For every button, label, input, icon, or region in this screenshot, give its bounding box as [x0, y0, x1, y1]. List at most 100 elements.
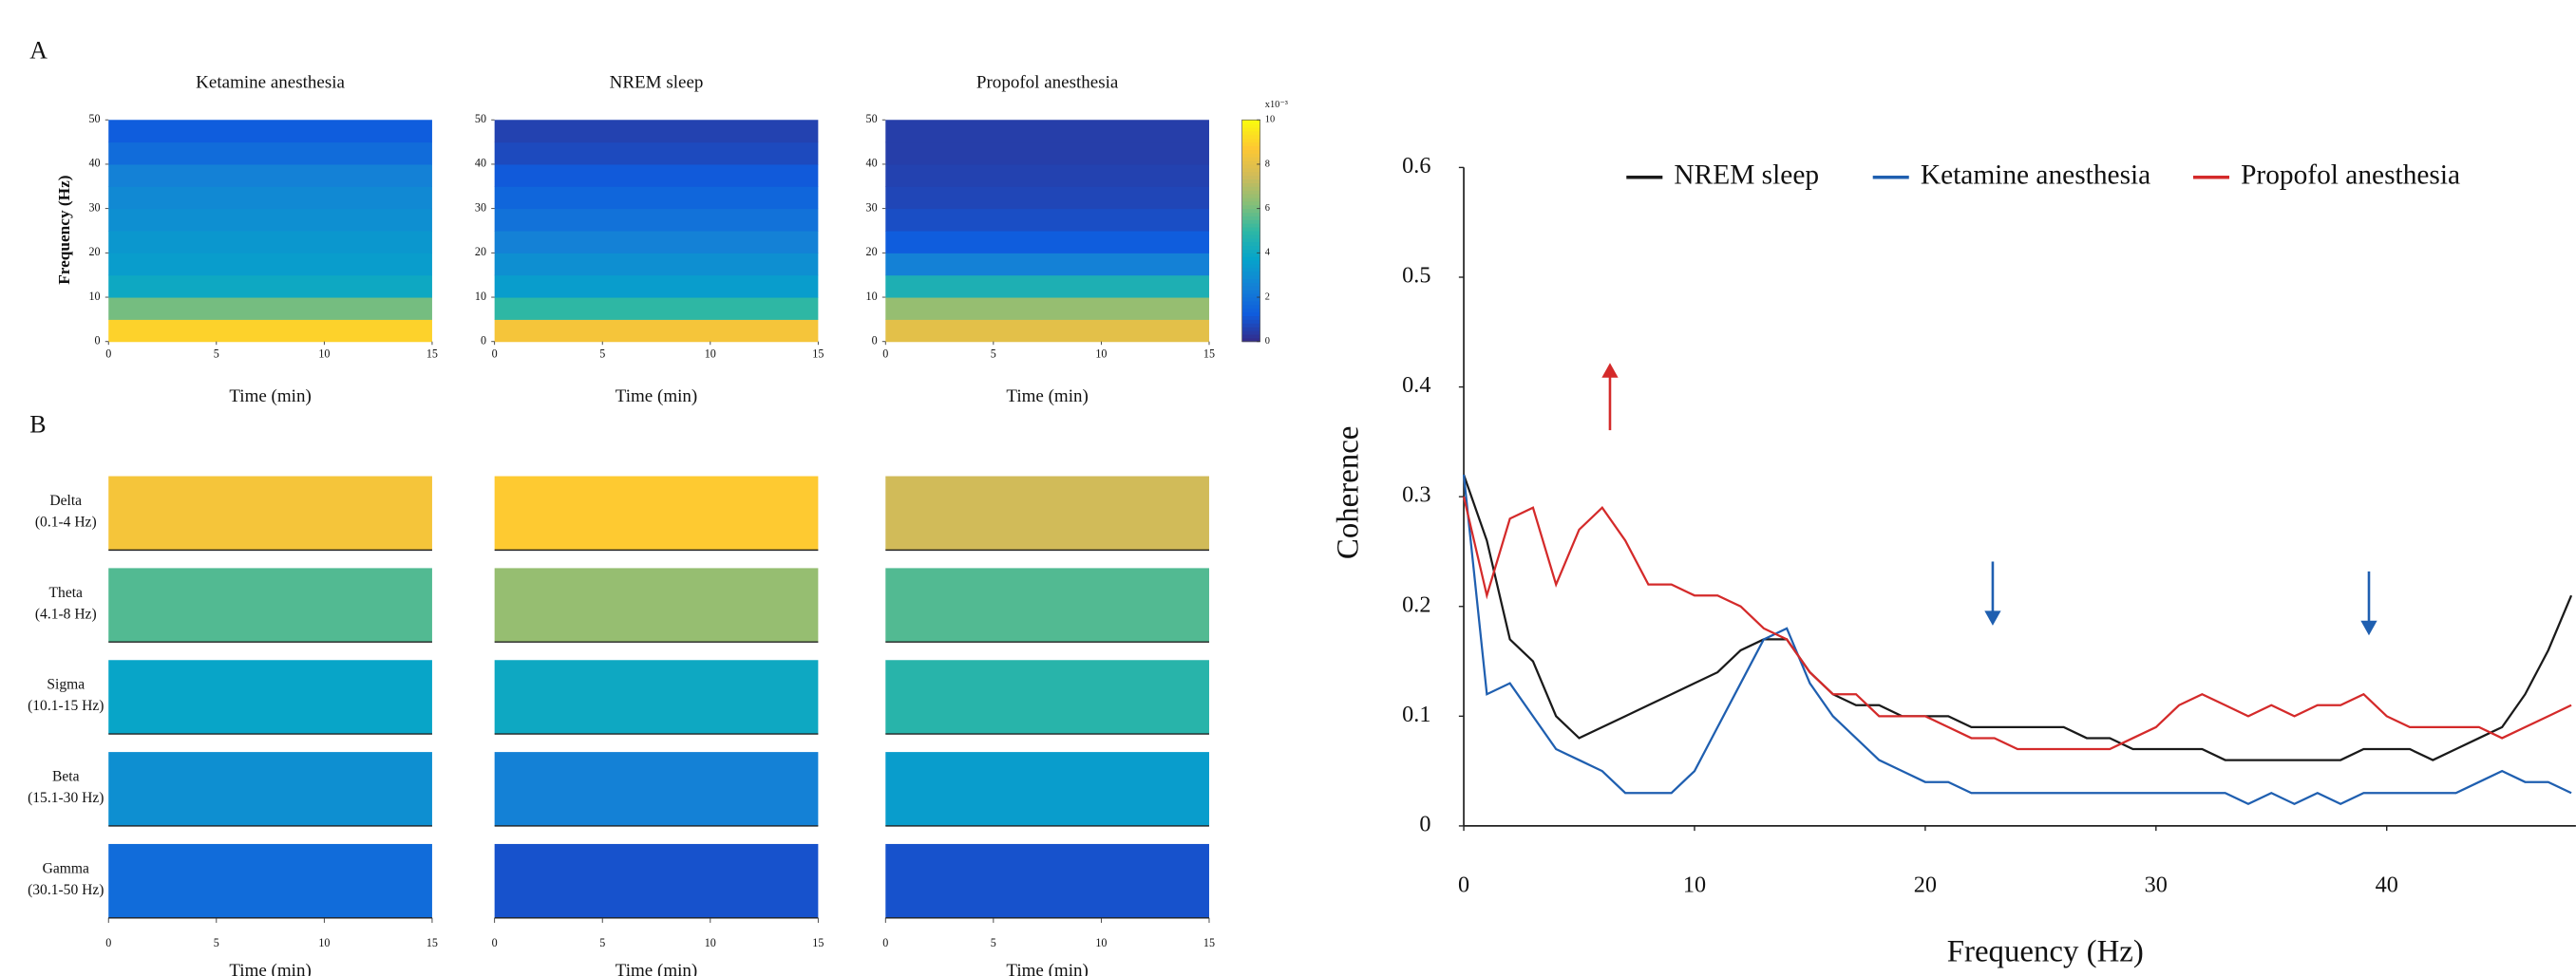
colorbar-segment — [1241, 123, 1260, 128]
heat-cell — [885, 186, 1209, 210]
heat-cell — [494, 274, 819, 298]
y-axis-label: Frequency (Hz) — [55, 175, 73, 284]
colorbar-segment — [1241, 253, 1260, 257]
arrow-head — [2360, 620, 2377, 636]
band-cell — [494, 660, 819, 735]
y-tick-label: 20 — [475, 245, 486, 258]
heat-cell — [494, 208, 819, 232]
band-cell — [494, 752, 819, 826]
heat-cell — [885, 208, 1209, 232]
row-label: Sigma — [47, 677, 85, 693]
colorbar-tick-label: 8 — [1265, 159, 1270, 169]
x-axis-label: Time (min) — [1006, 386, 1088, 406]
series-line — [1462, 496, 2572, 751]
x-tick-label: 30 — [2145, 872, 2168, 897]
x-tick-label: 0 — [492, 347, 498, 360]
colorbar-segment — [1241, 323, 1260, 328]
heat-cell — [494, 186, 819, 210]
x-tick-label: 5 — [214, 347, 219, 360]
colorbar-segment — [1241, 216, 1260, 220]
colorbar-segment — [1241, 127, 1260, 132]
colorbar-segment — [1241, 171, 1260, 177]
colorbar-segment — [1241, 300, 1260, 306]
band-cell — [885, 752, 1209, 826]
colorbar-segment — [1241, 264, 1260, 269]
colorbar-segment — [1241, 234, 1260, 239]
x-tick-label: 5 — [214, 936, 219, 949]
colorbar-segment — [1241, 227, 1260, 232]
colorbar-segment — [1241, 271, 1260, 276]
x-tick-label: 5 — [991, 347, 996, 360]
heat-cell — [494, 120, 819, 143]
y-tick-label: 50 — [475, 112, 486, 125]
heat-cell — [494, 253, 819, 276]
band-cell — [885, 476, 1209, 551]
row-range: (15.1-30 Hz) — [28, 790, 104, 806]
x-axis-label: Time (min) — [616, 961, 697, 976]
colorbar-segment — [1241, 138, 1260, 143]
band-cell — [108, 568, 432, 643]
colorbar-segment — [1241, 230, 1260, 235]
colorbar-tick-label: 2 — [1265, 291, 1270, 302]
y-tick-label: 30 — [475, 200, 486, 214]
colorbar-segment — [1241, 245, 1260, 250]
band-cell — [494, 568, 819, 643]
colorbar-segment — [1241, 330, 1260, 335]
heat-cell — [108, 230, 432, 253]
colorbar-segment — [1241, 163, 1260, 169]
y-tick-label: 0.1 — [1402, 702, 1430, 727]
x-tick-label: 10 — [1095, 936, 1107, 949]
heat-cell — [494, 297, 819, 320]
heat-cell — [108, 319, 432, 343]
x-tick-label: 0 — [1458, 872, 1469, 897]
y-tick-label: 10 — [88, 290, 100, 303]
row-label: Delta — [49, 493, 82, 509]
colorbar-segment — [1241, 167, 1260, 173]
row-range: (10.1-15 Hz) — [28, 698, 104, 714]
colorbar-segment — [1241, 333, 1260, 339]
series-line — [1462, 474, 2572, 806]
band-cell — [494, 476, 819, 551]
x-axis-label: Time (min) — [229, 386, 311, 406]
heat-cell — [108, 120, 432, 143]
colorbar-segment — [1241, 311, 1260, 317]
colorbar-segment — [1241, 175, 1260, 180]
x-tick-label: 40 — [2376, 872, 2398, 897]
legend-label: NREM sleep — [1674, 160, 1819, 191]
colorbar-segment — [1241, 141, 1260, 147]
row-label: Beta — [52, 768, 80, 784]
colorbar-segment — [1241, 200, 1260, 206]
y-tick-label: 0.6 — [1402, 153, 1430, 178]
heat-cell — [494, 163, 819, 187]
colorbar-segment — [1241, 186, 1260, 191]
x-tick-label: 0 — [882, 347, 888, 360]
y-tick-label: 30 — [88, 200, 100, 214]
colorbar-segment — [1241, 308, 1260, 313]
x-tick-label: 0 — [492, 936, 498, 949]
colorbar-segment — [1241, 286, 1260, 291]
legend-label: Ketamine anesthesia — [1921, 160, 2150, 191]
heat-cell — [885, 274, 1209, 298]
row-range: (30.1-50 Hz) — [28, 882, 104, 898]
row-range: (0.1-4 Hz) — [35, 514, 97, 530]
colorbar-segment — [1241, 134, 1260, 140]
y-tick-label: 10 — [475, 290, 486, 303]
colorbar-segment — [1241, 223, 1260, 228]
x-tick-label: 10 — [1095, 347, 1107, 360]
x-tick-label: 10 — [1683, 872, 1706, 897]
heat-cell — [494, 319, 819, 343]
colorbar-segment — [1241, 194, 1260, 198]
heat-cell — [885, 297, 1209, 320]
y-tick-label: 20 — [866, 245, 878, 258]
legend-label: Propofol anesthesia — [2241, 160, 2460, 191]
colorbar-segment — [1241, 293, 1260, 298]
colorbar-segment — [1241, 190, 1260, 195]
colorbar-segment — [1241, 278, 1260, 283]
x-tick-label: 5 — [599, 936, 605, 949]
y-tick-label: 0.2 — [1402, 591, 1430, 617]
y-tick-label: 30 — [866, 200, 878, 214]
heat-cell — [108, 297, 432, 320]
heat-cell — [885, 230, 1209, 253]
heat-cell — [885, 163, 1209, 187]
heat-cell — [494, 230, 819, 253]
